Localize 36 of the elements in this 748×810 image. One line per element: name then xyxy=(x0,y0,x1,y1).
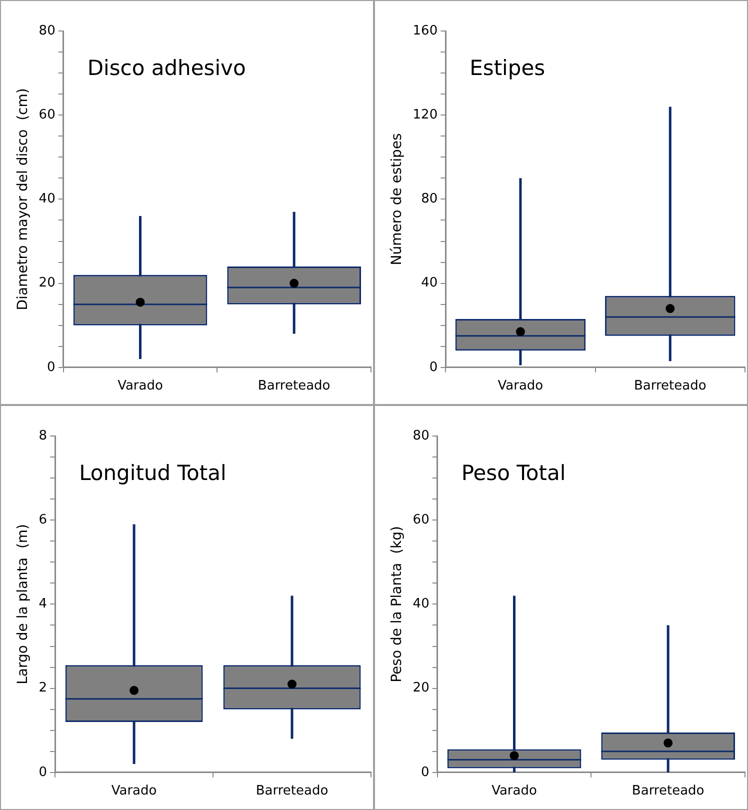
x-tick-label: Barreteado xyxy=(634,378,706,394)
y-tick-label: 20 xyxy=(412,680,430,696)
y-tick-label: 8 xyxy=(38,428,48,444)
x-tick-label: Barreteado xyxy=(258,378,330,394)
x-tick-label: Varado xyxy=(118,378,163,394)
x-tick-label: Varado xyxy=(498,378,544,394)
y-tick-label: 4 xyxy=(38,596,48,612)
y-tick-label: 40 xyxy=(38,192,56,207)
y-tick-label: 80 xyxy=(421,192,438,207)
y-axis-title: Número de estipes xyxy=(389,133,406,266)
y-tick-label: 160 xyxy=(412,23,438,38)
y-tick-label: 40 xyxy=(412,596,430,612)
y-tick-label: 20 xyxy=(38,276,56,291)
text: Estipes xyxy=(470,56,546,80)
y-tick-label: 0 xyxy=(38,764,48,780)
x-tick-label: Barreteado xyxy=(632,784,704,799)
y-tick-label: 6 xyxy=(38,512,48,528)
y-axis-title: Peso de la Planta (kg) xyxy=(389,526,406,682)
y-tick-label: 60 xyxy=(38,107,56,122)
y-axis-title: Diametro mayor del disco (cm) xyxy=(15,88,32,310)
y-tick-label: 120 xyxy=(412,107,438,122)
y-tick-label: 40 xyxy=(421,276,438,291)
y-axis-title: Largo de la planta (m) xyxy=(15,524,32,684)
x-tick-label: Varado xyxy=(111,784,157,799)
text: Peso Total xyxy=(461,460,566,485)
y-tick-label: 80 xyxy=(412,428,430,444)
y-tick-label: 2 xyxy=(38,680,48,696)
y-tick-label: 80 xyxy=(38,23,56,38)
x-tick-label: Barreteado xyxy=(256,784,328,799)
y-tick-label: 0 xyxy=(421,764,430,780)
y-tick-label: 0 xyxy=(429,360,438,375)
text: Disco adhesivo xyxy=(87,56,246,80)
y-tick-label: 60 xyxy=(412,512,430,528)
y-tick-label: 0 xyxy=(47,360,56,375)
text: Longitud Total xyxy=(79,460,226,485)
x-tick-label: Varado xyxy=(492,784,537,799)
